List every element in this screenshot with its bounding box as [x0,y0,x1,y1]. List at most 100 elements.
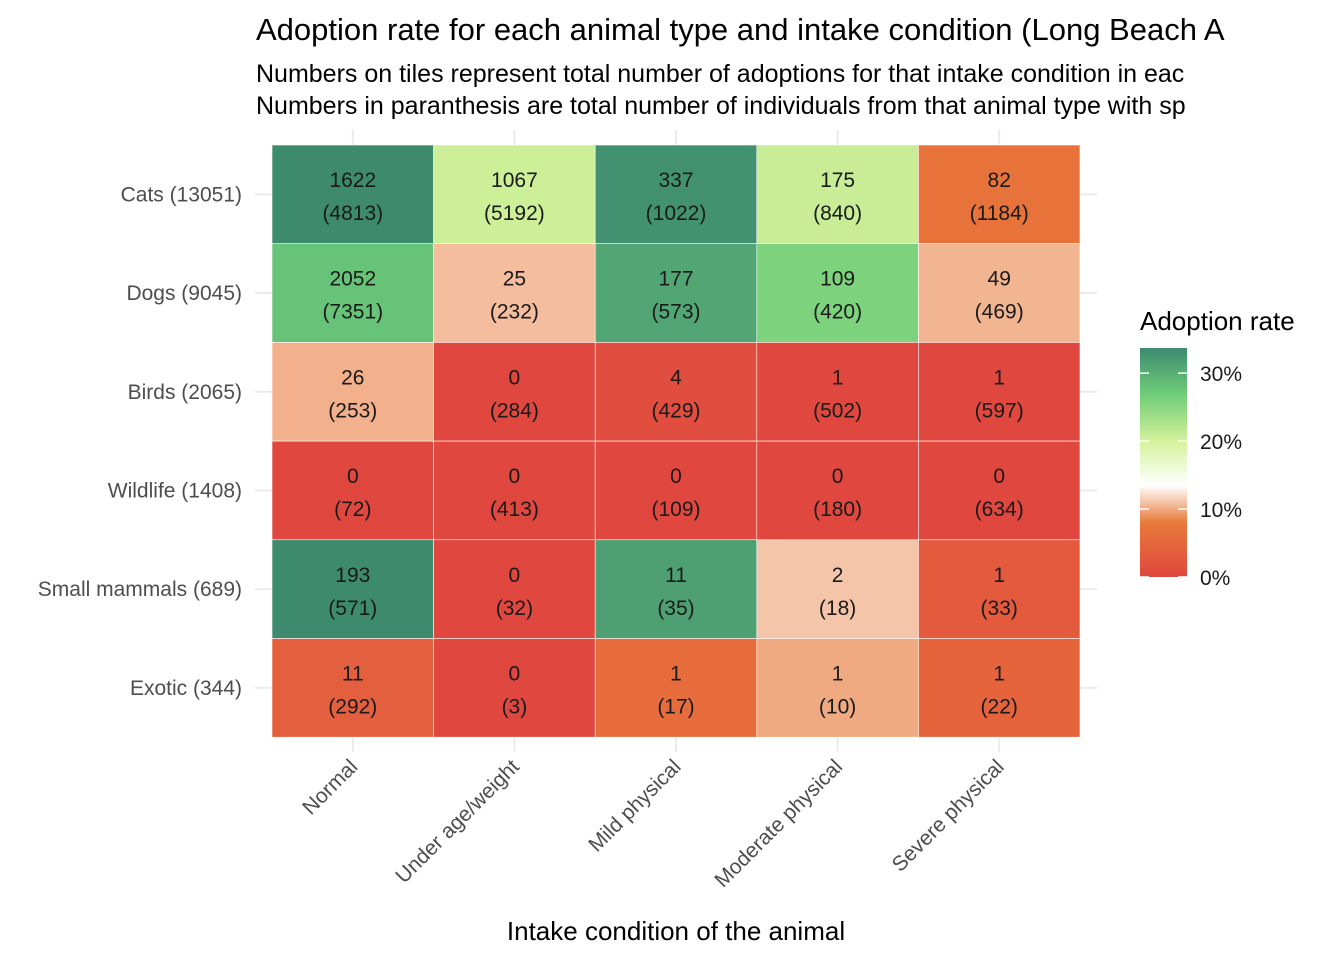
tile-adoptions-label: 11 [665,564,687,587]
heatmap-tile [271,638,434,738]
x-tick-label: Severe physical [888,755,1009,876]
x-tick-label: Moderate physical [710,755,847,892]
y-tick-label: Dogs (9045) [126,282,242,305]
tile-adoptions-label: 1 [993,564,1005,587]
y-tick-label: Birds (2065) [128,381,242,404]
heatmap-tiles: 1622 (4813) 1067 (5192) 337 (1022) 175 (840) 82 (… [271,144,1081,738]
tile-total-label: (413) [490,498,539,521]
chart-subtitle-line-2: Numbers in paranthesis are total number … [256,92,1186,120]
tile-adoptions-label: 1067 [491,169,538,192]
tile-adoptions-label: 1 [993,366,1005,389]
heatmap-tile [433,440,596,541]
tile-total-label: (597) [975,399,1024,422]
heatmap-tile [433,638,596,738]
color-legend: Adoption rate 30% 20% 10% 0% [1140,306,1295,590]
tile-total-label: (284) [490,399,539,422]
tile-adoptions-label: 11 [342,663,364,686]
tile-adoptions-label: 0 [509,663,521,686]
tile-adoptions-label: 25 [503,268,526,291]
legend-tick-label: 10% [1200,499,1242,522]
tile-total-label: (420) [813,301,862,324]
tile-total-label: (7351) [322,301,383,324]
tile-total-label: (109) [651,498,700,521]
tile-adoptions-label: 82 [988,169,1011,192]
heatmap-tile [594,539,758,639]
tile-total-label: (1022) [646,202,707,225]
tile-adoptions-label: 0 [670,465,682,488]
tile-total-label: (35) [657,597,694,620]
tile-total-label: (232) [490,301,539,324]
heatmap-tile [594,243,758,343]
heatmap-tile [433,539,596,639]
legend-tick-label: 0% [1200,567,1230,590]
heatmap-tile [756,144,919,244]
heatmap-tile [756,539,919,639]
heatmap-tile [756,440,919,541]
tile-total-label: (573) [651,301,700,324]
tile-total-label: (1184) [970,202,1029,225]
legend-tick-label: 20% [1200,431,1242,454]
heatmap-tile [918,539,1081,639]
tile-adoptions-label: 177 [658,268,693,291]
tile-total-label: (502) [813,399,862,422]
tile-total-label: (292) [328,696,377,719]
heatmap-tile [918,638,1081,738]
heatmap-tile [271,539,434,639]
heatmap-tile [433,243,596,343]
tile-adoptions-label: 0 [509,366,521,389]
heatmap-tile [756,638,919,738]
tile-adoptions-label: 0 [509,564,521,587]
y-tick-label: Exotic (344) [130,677,242,700]
tile-total-label: (840) [813,202,862,225]
tile-adoptions-label: 26 [341,366,364,389]
heatmap-tile [433,144,596,244]
tile-total-label: (469) [975,301,1024,324]
tile-total-label: (5192) [484,202,545,225]
tile-adoptions-label: 175 [820,169,855,192]
legend-tick-label: 30% [1200,363,1242,386]
y-axis-ticks: Cats (13051) Dogs (9045) Birds (2065) Wildl… [38,183,242,700]
x-axis-label: Intake condition of the animal [507,916,845,946]
heatmap-tile [918,243,1081,343]
tile-total-label: (72) [334,498,371,521]
tile-adoptions-label: 193 [335,564,370,587]
tile-adoptions-label: 1 [670,663,682,686]
legend-color-bar [1140,348,1187,577]
heatmap-tile [918,440,1081,541]
x-tick-label: Under age/weight [391,755,524,888]
tile-adoptions-label: 0 [509,465,521,488]
tile-adoptions-label: 0 [347,465,359,488]
chart-subtitle-line-1: Numbers on tiles represent total number … [256,60,1184,88]
tile-total-label: (17) [657,696,694,719]
tile-total-label: (4813) [322,202,383,225]
heatmap-tile [594,638,758,738]
legend-title: Adoption rate [1140,306,1295,336]
x-tick-label: Normal [298,755,362,819]
heatmap-tile [918,342,1081,442]
y-tick-label: Small mammals (689) [38,578,242,601]
tile-total-label: (22) [981,696,1018,719]
heatmap-tile [594,440,758,541]
tile-adoptions-label: 4 [670,366,682,389]
tile-adoptions-label: 109 [820,268,855,291]
tile-adoptions-label: 337 [658,169,693,192]
tile-adoptions-label: 1622 [329,169,376,192]
tile-adoptions-label: 49 [988,268,1011,291]
heatmap-tile [594,144,758,244]
heatmap-tile [271,440,434,541]
tile-adoptions-label: 1 [993,663,1005,686]
heatmap-tile [918,144,1081,244]
tile-adoptions-label: 0 [832,465,844,488]
y-tick-label: Wildlife (1408) [108,479,242,502]
tile-total-label: (253) [328,399,377,422]
tile-adoptions-label: 2052 [329,268,376,291]
tile-total-label: (32) [496,597,533,620]
tile-total-label: (571) [328,597,377,620]
x-tick-label: Mild physical [584,755,685,856]
heatmap-tile [756,243,919,343]
tile-adoptions-label: 2 [832,564,844,587]
tile-total-label: (180) [813,498,862,521]
tile-total-label: (18) [819,597,856,620]
heatmap-tile [271,243,434,343]
